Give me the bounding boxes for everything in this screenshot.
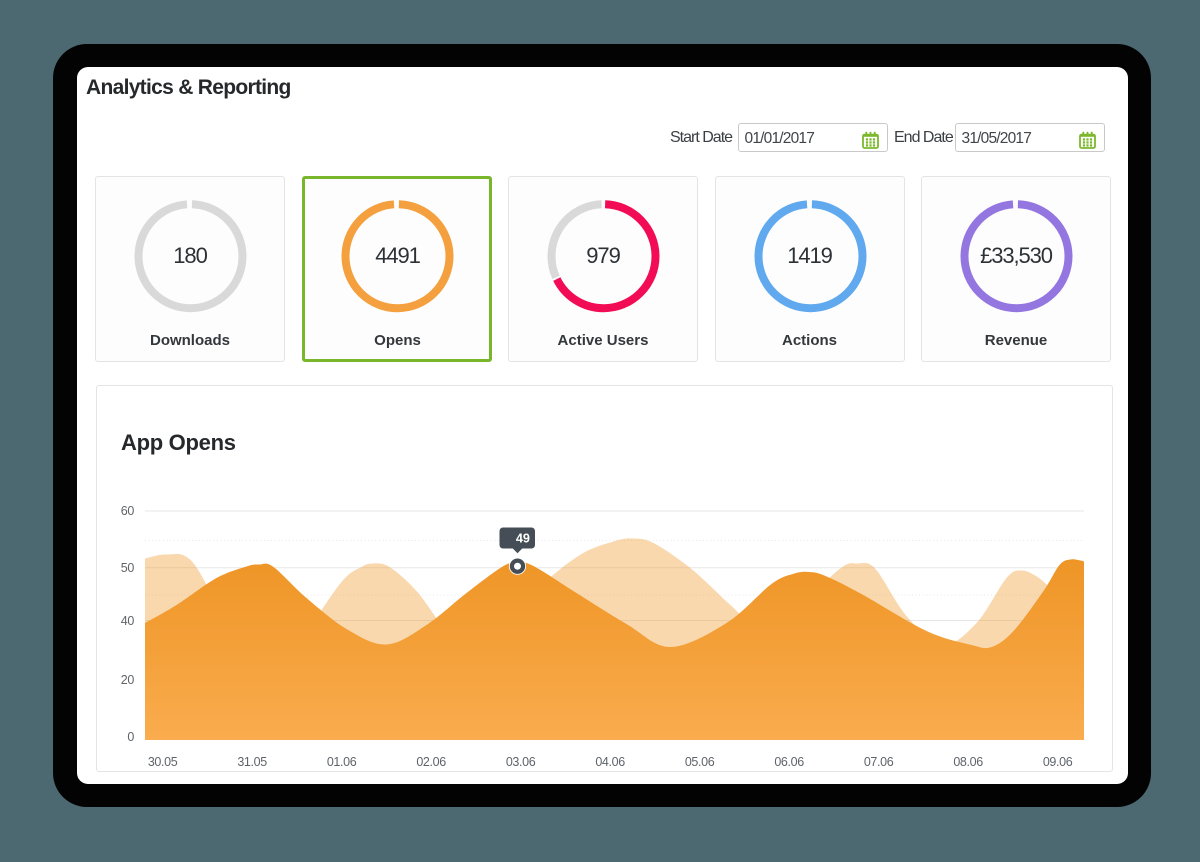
svg-text:49: 49 bbox=[515, 532, 529, 546]
